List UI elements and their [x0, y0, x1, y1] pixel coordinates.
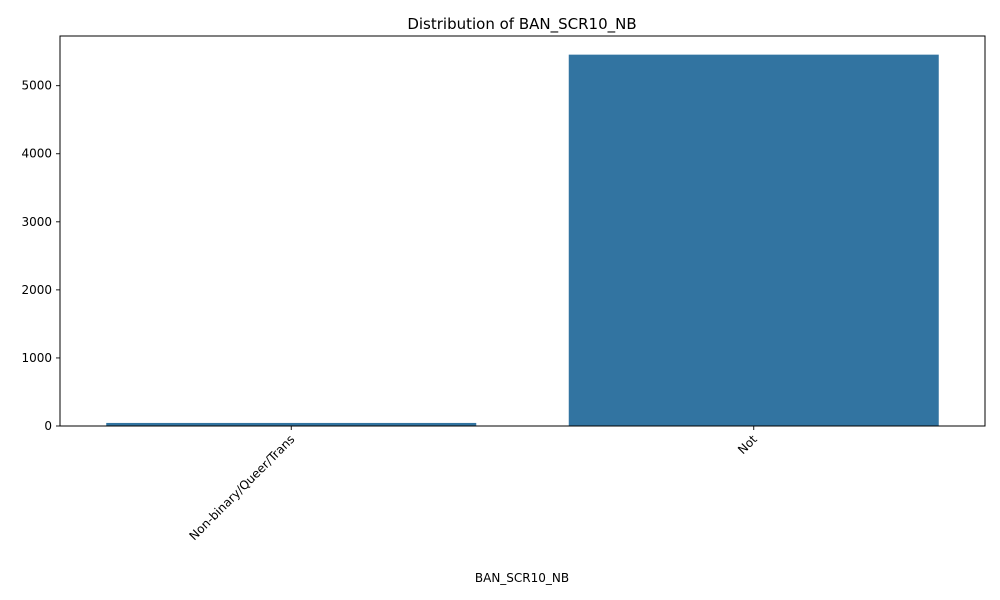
x-axis-label: BAN_SCR10_NB — [475, 571, 569, 585]
y-tick-label-1: 1000 — [21, 351, 52, 365]
chart-title: Distribution of BAN_SCR10_NB — [407, 15, 636, 34]
y-tick-label-2: 2000 — [21, 283, 52, 297]
bar-0 — [106, 422, 477, 426]
x-axis: Non-binary/Queer/Trans Not — [187, 426, 760, 543]
y-tick-label-3: 3000 — [21, 215, 52, 229]
x-tick-label-1: Not — [735, 432, 760, 457]
y-tick-label-5: 5000 — [21, 79, 52, 93]
y-tick-label-0: 0 — [44, 419, 52, 433]
bars-layer — [106, 54, 939, 426]
y-tick-label-4: 4000 — [21, 147, 52, 161]
bar-1 — [568, 54, 939, 426]
y-axis: 0 1000 2000 3000 4000 5000 — [21, 79, 60, 433]
x-tick-label-0: Non-binary/Queer/Trans — [187, 432, 298, 543]
axes-frame — [59, 35, 986, 427]
